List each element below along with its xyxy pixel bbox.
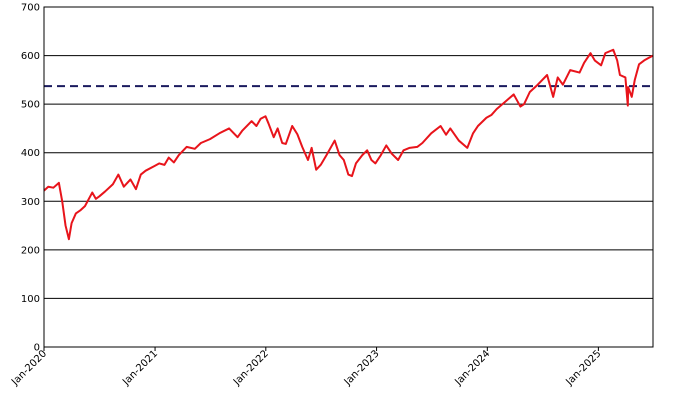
plot-area-frame bbox=[43, 6, 654, 348]
x-tick-label-Jan-2021: Jan-2021 bbox=[120, 348, 160, 388]
x-tick-label-Jan-2024: Jan-2024 bbox=[453, 348, 493, 388]
y-tick-label-400: 400 bbox=[21, 148, 40, 159]
y-tick-label-300: 300 bbox=[21, 197, 40, 208]
y-tick-label-0: 0 bbox=[34, 343, 40, 354]
y-tick-label-100: 100 bbox=[21, 294, 40, 305]
series-group bbox=[43, 48, 654, 241]
x-tick-label-Jan-2023: Jan-2023 bbox=[342, 348, 382, 388]
series-line-0 bbox=[43, 48, 654, 241]
grid-lines bbox=[44, 6, 653, 348]
x-tick-label-Jan-2022: Jan-2022 bbox=[231, 348, 271, 388]
y-tick-label-600: 600 bbox=[21, 51, 40, 62]
x-tick-labels: Jan-2020 Jan-2021 Jan-2022 Jan-2023 Jan-2024… bbox=[9, 348, 603, 388]
y-tick-label-500: 500 bbox=[21, 100, 40, 111]
axes bbox=[43, 6, 654, 351]
y-tick-label-200: 200 bbox=[21, 245, 40, 256]
y-tick-labels: 0 100 200 300 400 500 600 700 bbox=[21, 3, 40, 354]
x-tick-label-Jan-2025: Jan-2025 bbox=[564, 348, 604, 388]
y-tick-label-700: 700 bbox=[21, 3, 40, 14]
x-tick-label-Jan-2020: Jan-2020 bbox=[9, 348, 49, 388]
